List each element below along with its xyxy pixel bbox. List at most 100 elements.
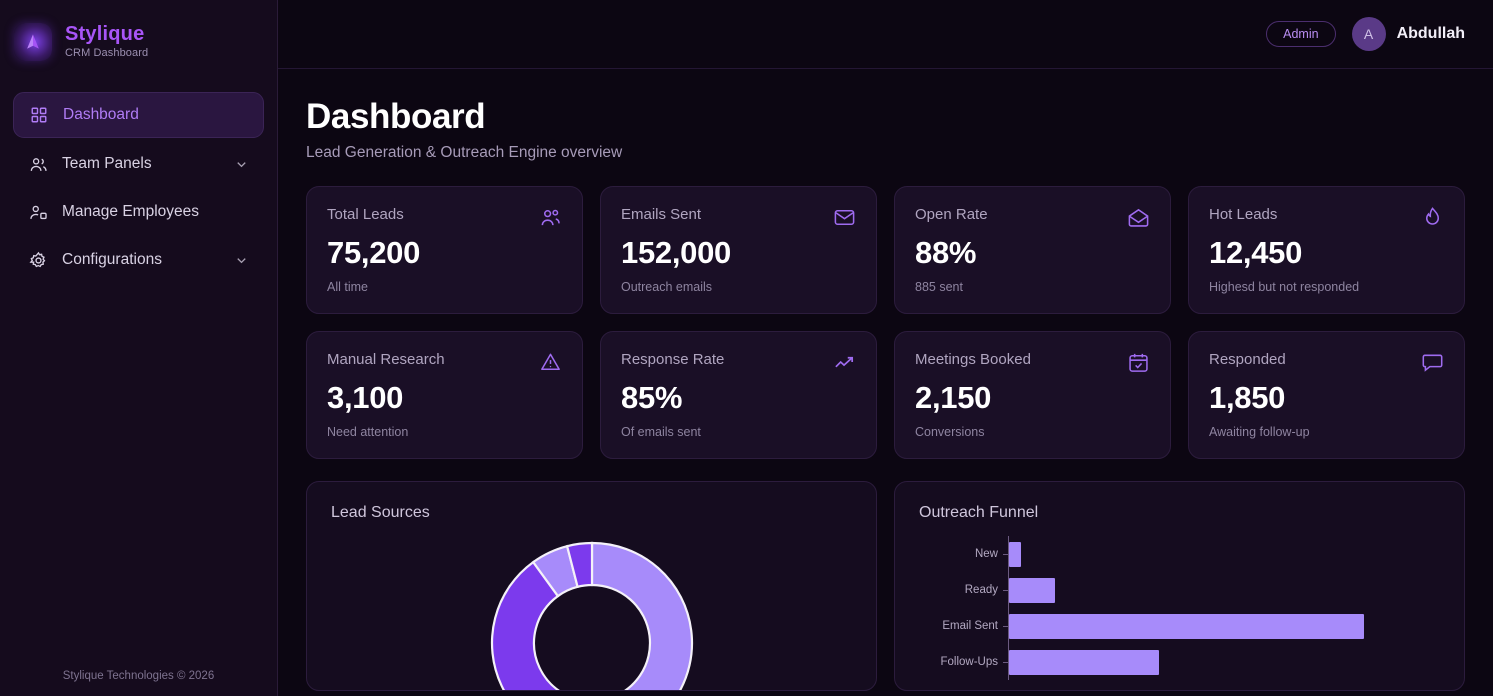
- stat-card-hot-leads[interactable]: Hot Leads 12,450 Highesd but not respond…: [1188, 186, 1465, 314]
- users-group-icon: [539, 206, 562, 229]
- stat-footer: Conversions: [915, 425, 985, 439]
- gear-icon: [28, 250, 48, 270]
- avatar: A: [1351, 17, 1386, 51]
- stat-label: Hot Leads: [1209, 206, 1278, 223]
- stat-footer: Awaiting follow-up: [1209, 425, 1310, 439]
- flame-icon: [1421, 206, 1444, 229]
- bar-label: Ready: [964, 584, 998, 596]
- chevron-down-icon: [234, 253, 249, 268]
- role-badge[interactable]: Admin: [1266, 21, 1336, 47]
- sidebar-footer: Stylique Technologies © 2026: [62, 670, 215, 682]
- stat-label: Response Rate: [621, 351, 725, 368]
- sidebar-item-manage-employees[interactable]: Manage Employees: [13, 190, 264, 234]
- brand-subtitle: CRM Dashboard: [65, 47, 149, 60]
- sidebar-item-label: Team Panels: [62, 155, 152, 172]
- stat-label: Emails Sent: [621, 206, 702, 223]
- sidebar-item-configurations[interactable]: Configurations: [13, 238, 264, 282]
- bar-new: [1009, 541, 1021, 567]
- stat-value: 88%: [915, 235, 977, 270]
- bar-row[interactable]: Email Sent: [919, 608, 1440, 644]
- stat-card-grid: Total Leads 75,200 All time: [306, 186, 1465, 459]
- stat-label: Total Leads: [327, 206, 404, 223]
- stat-card-responded[interactable]: Responded 1,850 Awaiting follow-up: [1188, 331, 1465, 459]
- axis-tick: [1003, 589, 1008, 591]
- axis-tick: [1003, 661, 1008, 663]
- donut-slice[interactable]: [590, 541, 693, 691]
- user-name: Abdullah: [1396, 25, 1465, 42]
- sidebar-item-team-panels[interactable]: Team Panels: [13, 142, 264, 186]
- warning-triangle-icon: [539, 351, 562, 374]
- calendar-check-icon: [1127, 351, 1150, 374]
- stat-label: Open Rate: [915, 206, 988, 223]
- stat-footer: Highesd but not responded: [1209, 280, 1360, 294]
- stat-value: 3,100: [327, 380, 404, 415]
- bar-follow-ups: [1009, 649, 1159, 675]
- bar-row[interactable]: New: [919, 536, 1440, 572]
- y-axis: [1008, 536, 1009, 572]
- lead-sources-donut-chart[interactable]: [307, 537, 876, 691]
- stat-card-response-rate[interactable]: Response Rate 85% Of emails sent: [600, 331, 877, 459]
- page-subtitle: Lead Generation & Outreach Engine overvi…: [306, 144, 623, 161]
- sidebar-item-label: Manage Employees: [62, 203, 199, 220]
- donut-slice[interactable]: [490, 560, 616, 691]
- bar-label: New: [974, 548, 998, 560]
- topbar: Admin A Abdullah: [278, 0, 1493, 69]
- y-axis: [1008, 644, 1009, 680]
- page-content: Dashboard Lead Generation & Outreach Eng…: [278, 69, 1493, 691]
- bar-ready: [1009, 577, 1055, 603]
- stat-card-meetings-booked[interactable]: Meetings Booked 2,150 Conversions: [894, 331, 1171, 459]
- bar-email-sent: [1009, 613, 1364, 639]
- stat-value: 75,200: [327, 235, 421, 270]
- stat-footer: Need attention: [327, 425, 409, 439]
- sidebar-item-label: Configurations: [62, 251, 162, 268]
- sidebar-item-label: Dashboard: [63, 106, 139, 123]
- bar-label: Email Sent: [942, 620, 998, 632]
- main-area: Admin A Abdullah Dashboard Lead Generati…: [278, 0, 1493, 696]
- donut-svg: [490, 541, 693, 691]
- stat-label: Meetings Booked: [915, 351, 1031, 368]
- bar-row[interactable]: Ready: [919, 572, 1440, 608]
- grid-icon: [29, 105, 49, 125]
- stat-value: 152,000: [621, 235, 731, 270]
- panel-outreach-funnel: Outreach Funnel New Ready: [894, 481, 1465, 691]
- stat-footer: Outreach emails: [621, 280, 713, 294]
- sidebar: Stylique CRM Dashboard Dashboard: [0, 0, 278, 696]
- users-icon: [28, 154, 48, 174]
- bar-row[interactable]: Follow-Ups: [919, 644, 1440, 680]
- brand[interactable]: Stylique CRM Dashboard: [0, 0, 277, 70]
- stat-footer: Of emails sent: [621, 425, 701, 439]
- stat-value: 12,450: [1209, 235, 1303, 270]
- sidebar-nav: Dashboard Team Panels: [0, 92, 277, 282]
- axis-tick: [1003, 553, 1008, 555]
- y-axis: [1008, 572, 1009, 608]
- stat-label: Responded: [1209, 351, 1286, 368]
- panel-title: Lead Sources: [331, 504, 430, 521]
- axis-tick: [1003, 625, 1008, 627]
- sidebar-item-dashboard[interactable]: Dashboard: [13, 92, 264, 138]
- chat-bubble-icon: [1421, 351, 1444, 374]
- panel-title: Outreach Funnel: [919, 504, 1039, 521]
- stat-value: 2,150: [915, 380, 992, 415]
- panel-lead-sources: Lead Sources: [306, 481, 877, 691]
- user-menu[interactable]: A Abdullah: [1351, 17, 1465, 51]
- donut-slice[interactable]: [565, 541, 593, 589]
- outreach-funnel-bar-chart[interactable]: New Ready Email Sent: [919, 536, 1440, 680]
- stat-label: Manual Research: [327, 351, 445, 368]
- stat-card-open-rate[interactable]: Open Rate 88% 885 sent: [894, 186, 1171, 314]
- envelope-open-icon: [1127, 206, 1150, 229]
- chevron-down-icon: [234, 157, 249, 172]
- stat-card-manual-research[interactable]: Manual Research 3,100 Need attention: [306, 331, 583, 459]
- chart-panel-grid: Lead Sources Outreach Funnel New: [306, 481, 1465, 691]
- page-title: Dashboard: [306, 97, 486, 136]
- stat-card-total-leads[interactable]: Total Leads 75,200 All time: [306, 186, 583, 314]
- y-axis: [1008, 608, 1009, 644]
- bar-label: Follow-Ups: [940, 656, 998, 668]
- stat-footer: 885 sent: [915, 280, 963, 294]
- brand-name: Stylique: [65, 23, 145, 46]
- stat-card-emails-sent[interactable]: Emails Sent 152,000 Outreach emails: [600, 186, 877, 314]
- envelope-icon: [833, 206, 856, 229]
- user-badge-icon: [28, 202, 48, 222]
- stat-footer: All time: [327, 280, 368, 294]
- stylique-logo-icon: [14, 23, 52, 61]
